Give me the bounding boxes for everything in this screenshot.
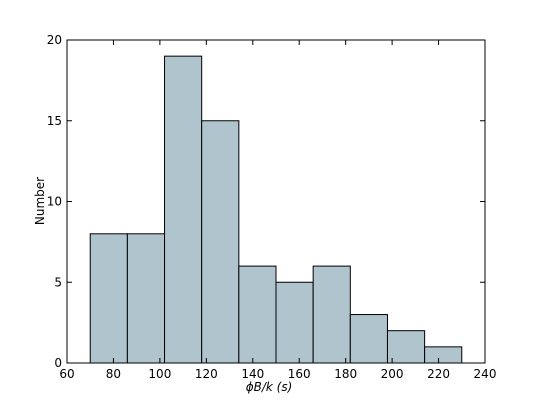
y-tick-label: 5 <box>54 275 62 289</box>
bar <box>312 265 351 364</box>
x-tick-label: 120 <box>195 367 218 381</box>
y-tick-label: 15 <box>47 114 62 128</box>
x-tick-label: 140 <box>241 367 264 381</box>
x-tick-label: 220 <box>427 367 450 381</box>
bar <box>164 55 203 364</box>
bar <box>89 233 128 364</box>
y-tick-label: 20 <box>47 33 62 47</box>
bar <box>349 314 388 364</box>
x-tick-label: 80 <box>106 367 121 381</box>
bar <box>275 281 314 364</box>
bar <box>424 346 463 364</box>
y-tick-label: 0 <box>54 356 62 370</box>
x-tick-label: 100 <box>148 367 171 381</box>
bar <box>238 265 277 364</box>
x-tick-label: 180 <box>334 367 357 381</box>
bar <box>201 120 240 364</box>
x-axis-label: ϕB/k (s) <box>246 380 293 394</box>
x-tick-label: 160 <box>288 367 311 381</box>
x-tick-label: 60 <box>59 367 74 381</box>
x-tick-label: 200 <box>381 367 404 381</box>
x-tick-label: 240 <box>474 367 497 381</box>
y-axis-label: Number <box>33 177 47 225</box>
bar <box>126 233 166 364</box>
bar <box>386 330 426 364</box>
y-tick-label: 10 <box>47 195 62 209</box>
